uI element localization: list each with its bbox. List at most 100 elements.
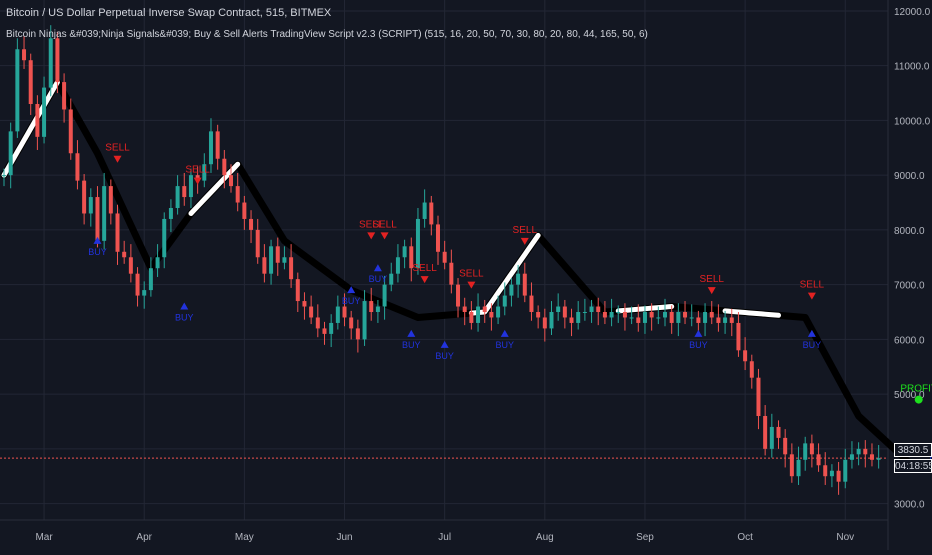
candle-body [75,153,80,181]
candle-body [322,328,327,334]
candle-body [95,197,100,241]
candle-body [409,246,414,269]
buy-arrow-icon [694,329,703,337]
candle [122,240,127,264]
candle [849,441,854,469]
time-axis[interactable] [0,520,888,550]
candle-body [35,104,40,137]
candle-body [749,361,754,378]
candle [676,303,681,337]
candle [836,461,841,495]
candle [295,272,300,312]
profit-dot-icon [914,395,923,404]
candle [703,303,708,337]
candle [796,446,801,485]
candle [88,188,93,227]
candle [522,262,527,303]
candle-body [15,49,20,132]
candle-body [48,38,53,88]
candle-body [529,295,534,312]
candle-body [255,229,260,258]
buy-label: BUY [369,274,388,284]
candle-body [335,306,340,323]
candle [409,237,414,282]
candle-body [482,306,487,312]
buy-label: BUY [435,351,454,361]
candle-body [162,218,167,258]
trend-line-bullish [722,308,782,318]
indicator-legend[interactable]: Bitcoin Ninjas &#039;Ninja Signals&#039;… [6,29,648,40]
candle [629,306,634,325]
price-tick-label: 11000.0 [894,62,930,73]
sell-label: SELL [412,263,437,274]
candle [182,172,187,206]
candle-body [869,454,874,460]
candle-body [516,273,521,285]
candle-body [662,312,667,318]
buy-arrow-icon [500,329,509,337]
candle [162,212,167,269]
candle [28,53,33,115]
price-tick-label: 5000.0 [894,390,925,401]
candle-body [743,350,748,362]
sell-label: SELL [459,269,484,280]
candle [482,299,487,323]
candle-body [783,437,788,455]
time-tick-label: Jul [438,532,451,543]
candle [642,305,647,334]
candle-body [175,186,180,208]
candle [636,304,641,332]
candle [829,464,834,488]
sell-arrow-icon [193,177,202,185]
candle [355,319,360,353]
candle-body [309,306,314,318]
trend-line-bullish [188,161,241,216]
candle-body [349,317,354,329]
candle [242,195,247,230]
candle [622,303,627,331]
candle-body [22,49,27,61]
candle-body [262,257,267,274]
buy-arrow-icon [180,302,189,310]
candle [142,281,147,309]
candle [783,429,788,468]
buy-signal: BUY [496,329,514,350]
candle [709,301,714,325]
candle-body [395,257,400,274]
candle [75,140,80,190]
candle [35,95,40,150]
candle-body [476,306,481,323]
candle [763,405,768,456]
candle [669,305,674,334]
sell-signal: SELL [359,219,384,240]
candle [662,298,667,327]
candle [329,314,334,348]
candle-body [649,312,654,318]
candle [609,298,614,327]
candle [55,31,60,94]
candle-body [88,197,93,214]
candle [48,25,53,97]
candle-body [122,251,127,258]
candle [275,237,280,276]
candle-body [415,218,420,269]
price-axis[interactable] [888,0,932,520]
buy-arrow-icon [373,264,382,272]
candle-body [115,213,120,252]
candle [442,240,447,270]
candle-body [269,246,274,274]
candle-body [496,306,501,318]
candle-body [756,377,761,416]
candle-body [602,312,607,318]
candle [208,118,213,173]
candle [22,36,27,69]
buy-label: BUY [689,340,708,350]
candle [509,278,514,307]
time-tick-label: Apr [136,532,152,543]
candle [402,239,407,269]
candle-body [249,218,254,230]
candle [168,199,173,233]
candle-body [856,448,861,455]
